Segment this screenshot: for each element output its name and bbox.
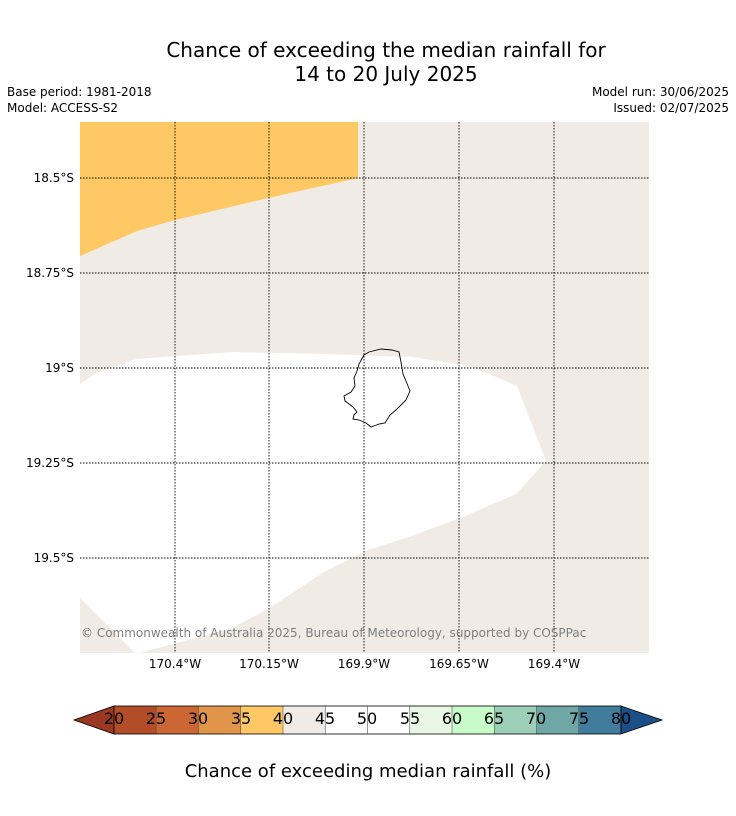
lon-label-169-65: 169.65°W xyxy=(429,657,489,671)
colorbar-seg-40-45 xyxy=(283,706,326,734)
title-line-1: Chance of exceeding the median rainfall … xyxy=(166,38,606,62)
colorbar-seg-50-55 xyxy=(367,706,410,734)
base-period: Base period: 1981-2018 xyxy=(7,85,152,99)
colorbar-seg-60-65 xyxy=(452,706,495,734)
colorbar-tick-20: 20 xyxy=(103,709,125,728)
colorbar-tick-40: 40 xyxy=(272,709,294,728)
colorbar-title: Chance of exceeding median rainfall (%) xyxy=(184,761,552,782)
colorbar-tick-80: 80 xyxy=(610,709,632,728)
colorbar-seg-75-80 xyxy=(578,706,621,734)
colorbar-seg-35-40 xyxy=(240,706,283,734)
lat-label-19: 19°S xyxy=(45,361,74,375)
model-name: Model: ACCESS-S2 xyxy=(7,101,119,115)
lat-label-19-5: 19.5°S xyxy=(33,551,74,565)
colorbar-seg-25-30 xyxy=(156,706,199,734)
map-title: Chance of exceeding the median rainfall … xyxy=(0,38,736,86)
zone-45-55 xyxy=(80,352,546,653)
meta-left: Base period: 1981-2018 Model: ACCESS-S2 xyxy=(7,84,152,116)
colorbar-tick-75: 75 xyxy=(568,709,590,728)
colorbar-tick-65: 65 xyxy=(483,709,505,728)
colorbar-seg-65-70 xyxy=(494,706,537,734)
lon-label-169-4: 169.4°W xyxy=(527,657,581,671)
model-run: Model run: 30/06/2025 xyxy=(591,85,729,99)
colorbar-tick-60: 60 xyxy=(441,709,463,728)
colorbar-frame xyxy=(113,705,622,735)
title-line-2: 14 to 20 July 2025 xyxy=(294,62,478,86)
lon-label-170-15: 170.15°W xyxy=(239,657,299,671)
colorbar-seg-30-35 xyxy=(198,706,241,734)
lon-label-169-9: 169.9°W xyxy=(337,657,391,671)
colorbar-tick-35: 35 xyxy=(230,709,252,728)
colorbar-seg-55-60 xyxy=(409,706,452,734)
lon-label-170-4: 170.4°W xyxy=(148,657,202,671)
zone-35-40 xyxy=(80,122,358,256)
lat-label-18-75: 18.75°S xyxy=(26,266,74,280)
colorbar-seg-45-50 xyxy=(325,706,368,734)
colorbar-seg-20-25 xyxy=(114,706,157,734)
colorbar-tick-25: 25 xyxy=(145,709,167,728)
colorbar-tick-45: 45 xyxy=(314,709,336,728)
colorbar-tick-50: 50 xyxy=(356,709,378,728)
colorbar xyxy=(72,705,664,735)
graticule xyxy=(80,122,649,653)
colorbar-seg-70-75 xyxy=(536,706,579,734)
colorbar-tick-30: 30 xyxy=(187,709,209,728)
issued-date: Issued: 02/07/2025 xyxy=(613,101,729,115)
colorbar-tick-70: 70 xyxy=(525,709,547,728)
copyright-text: © Commonwealth of Australia 2025, Bureau… xyxy=(81,626,586,640)
colorbar-tick-55: 55 xyxy=(399,709,421,728)
niue-island-outline xyxy=(343,348,411,428)
meta-right: Model run: 30/06/2025 Issued: 02/07/2025 xyxy=(592,84,729,116)
lat-label-18-5: 18.5°S xyxy=(33,171,74,185)
lat-label-19-25: 19.25°S xyxy=(26,456,74,470)
